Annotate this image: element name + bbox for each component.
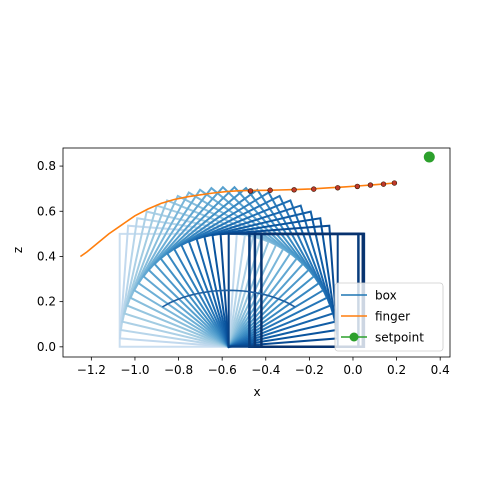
ticks: −1.2 −1.0 −0.8 −0.6 −0.4 −0.2 0.0 0.2 0.4 0.0 0.2 0… — [37, 159, 450, 377]
finger-marker — [367, 182, 374, 188]
finger-marker — [380, 181, 387, 187]
x-tick-label: 0.0 — [343, 363, 362, 377]
legend-label-finger: finger — [375, 310, 410, 324]
legend: box finger setpoint — [334, 282, 444, 352]
x-tick-label: 0.4 — [431, 363, 450, 377]
y-tick-label: 0.6 — [37, 204, 56, 218]
legend-marker-setpoint — [349, 332, 359, 342]
x-tick-label: −0.8 — [164, 363, 193, 377]
finger-marker — [391, 180, 398, 186]
finger-marker — [267, 187, 273, 193]
finger-line — [79, 182, 395, 258]
x-tick-label: −1.2 — [77, 363, 106, 377]
setpoint-marker — [423, 151, 435, 163]
y-axis-label: z — [11, 247, 25, 253]
axes-frame — [62, 147, 451, 358]
finger-marker — [311, 186, 317, 192]
x-tick-label: −0.4 — [251, 363, 280, 377]
x-tick-label: −0.6 — [208, 363, 237, 377]
finger-marker — [354, 183, 361, 190]
axes — [62, 147, 451, 358]
y-tick-label: 0.0 — [37, 340, 56, 354]
finger-marker — [291, 187, 297, 193]
legend-box — [334, 282, 444, 352]
box-arc — [162, 289, 296, 308]
x-axis-label: x — [253, 385, 260, 399]
y-tick-label: 0.8 — [37, 159, 56, 173]
y-tick-label: 0.2 — [37, 295, 56, 309]
legend-label-box: box — [375, 289, 397, 303]
x-tick-label: −0.2 — [295, 363, 324, 377]
legend-label-setpoint: setpoint — [375, 331, 424, 345]
y-tick-label: 0.4 — [37, 249, 56, 263]
box-frame-final — [260, 232, 365, 349]
finger-marker — [335, 185, 341, 191]
x-tick-label: −1.0 — [120, 363, 149, 377]
finger-marker — [247, 188, 254, 194]
plot-area — [79, 151, 435, 349]
x-tick-label: 0.2 — [387, 363, 406, 377]
